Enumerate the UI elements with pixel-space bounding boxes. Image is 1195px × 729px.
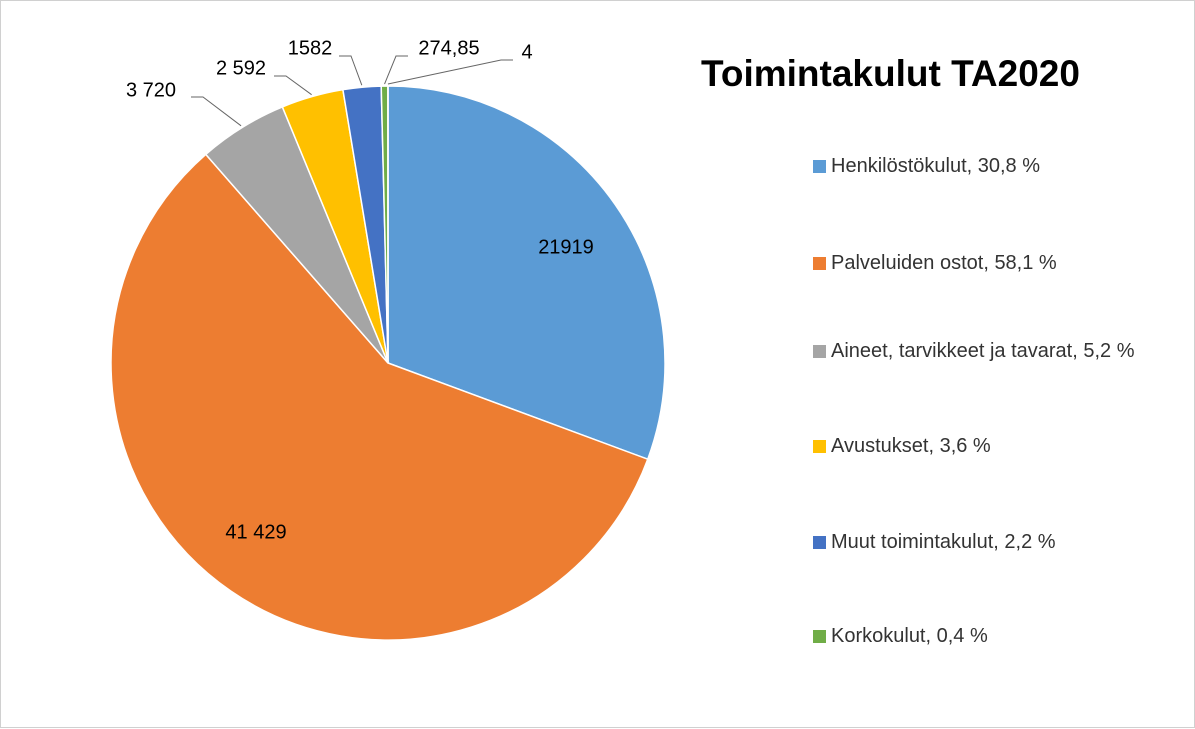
data-label: 2 592 xyxy=(216,57,266,79)
leader-line xyxy=(385,56,408,84)
legend-item: Henkilöstökulut, 30,8 % xyxy=(813,151,1171,181)
legend-swatch xyxy=(813,257,826,270)
legend-label: Aineet, tarvikkeet ja tavarat, 5,2 % xyxy=(831,340,1135,362)
chart-title: Toimintakulut TA2020 xyxy=(701,53,1080,95)
data-label: 1582 xyxy=(288,37,333,59)
legend-item: Palveluiden ostot, 58,1 % xyxy=(813,248,1171,278)
legend-label: Korkokulut, 0,4 % xyxy=(831,625,988,647)
legend-label: Henkilöstökulut, 30,8 % xyxy=(831,155,1040,177)
legend-item: Aineet, tarvikkeet ja tavarat, 5,2 % xyxy=(813,336,1171,366)
legend-swatch xyxy=(813,160,826,173)
legend-label: Muut toimintakulut, 2,2 % xyxy=(831,531,1056,553)
legend-label: Palveluiden ostot, 58,1 % xyxy=(831,252,1057,274)
leader-line xyxy=(274,76,312,95)
leader-line xyxy=(388,60,513,84)
data-label: 41 429 xyxy=(225,521,286,543)
legend-item: Korkokulut, 0,4 % xyxy=(813,621,1171,651)
legend-item: Avustukset, 3,6 % xyxy=(813,431,1171,461)
data-label: 21919 xyxy=(538,236,594,258)
leader-line xyxy=(191,97,241,126)
legend-swatch xyxy=(813,345,826,358)
legend-label: Avustukset, 3,6 % xyxy=(831,435,991,457)
data-label: 3 720 xyxy=(126,79,176,101)
legend-item: Muut toimintakulut, 2,2 % xyxy=(813,527,1171,557)
legend-swatch xyxy=(813,630,826,643)
legend-swatch xyxy=(813,536,826,549)
data-label: 4 xyxy=(521,41,532,63)
legend-swatch xyxy=(813,440,826,453)
data-label: 274,85 xyxy=(418,37,479,59)
leader-line xyxy=(339,56,362,85)
